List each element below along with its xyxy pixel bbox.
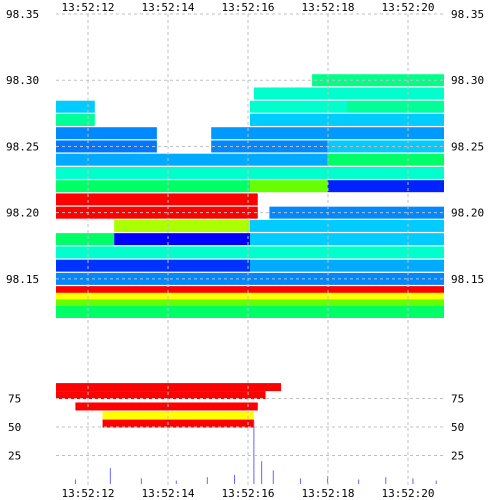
volume-band bbox=[56, 391, 266, 400]
x-tick-label-top: 13:52:20 bbox=[382, 1, 435, 14]
volume-spikes bbox=[74, 421, 437, 484]
heatmap-band bbox=[250, 113, 444, 126]
heatmap-bands bbox=[56, 74, 444, 318]
price-tick-label-left: 98.35 bbox=[6, 8, 39, 21]
volume-tick-label-right: 50 bbox=[451, 421, 464, 434]
heatmap-band bbox=[56, 100, 95, 113]
volume-band bbox=[102, 419, 254, 428]
x-tick-label-bottom: 13:52:16 bbox=[222, 487, 275, 500]
price-tick-label-left: 98.30 bbox=[6, 74, 39, 87]
tick-labels: 13:52:12 13:52:12 13:52:14 13:52:14 13:52:16… bbox=[6, 1, 484, 500]
grid-lines bbox=[56, 13, 444, 486]
volume-tick-label-right: 25 bbox=[451, 450, 464, 463]
heatmap-band bbox=[56, 193, 258, 206]
heatmap-band bbox=[56, 153, 328, 166]
heatmap-band bbox=[56, 259, 250, 272]
heatmap-band bbox=[250, 259, 444, 272]
x-tick-label-top: 13:52:12 bbox=[62, 1, 115, 14]
volume-tick-label-left: 25 bbox=[8, 450, 21, 463]
heatmap-band bbox=[312, 74, 444, 87]
price-tick-label-right: 98.35 bbox=[451, 8, 484, 21]
x-tick-label-bottom: 13:52:20 bbox=[382, 487, 435, 500]
volume-tick-label-right: 75 bbox=[451, 393, 464, 406]
heatmap-band bbox=[250, 219, 444, 232]
x-tick-label-bottom: 13:52:12 bbox=[62, 487, 115, 500]
heatmap-band bbox=[114, 219, 250, 232]
price-tick-label-left: 98.20 bbox=[6, 207, 39, 220]
heatmap-band bbox=[250, 180, 328, 193]
volume-tick-label-left: 75 bbox=[8, 393, 21, 406]
heatmap-band bbox=[56, 233, 115, 246]
volume-band bbox=[56, 383, 282, 392]
price-tick-label-left: 98.15 bbox=[6, 273, 39, 286]
volume-band bbox=[102, 411, 254, 420]
heatmap-band bbox=[250, 100, 347, 113]
price-tick-label-left: 98.25 bbox=[6, 140, 39, 153]
volume-bands bbox=[56, 383, 282, 428]
heatmap-band bbox=[211, 140, 328, 153]
heatmap-band bbox=[56, 180, 250, 193]
heatmap-band bbox=[56, 206, 258, 219]
x-tick-label-top: 13:52:14 bbox=[142, 1, 195, 14]
heatmap-band bbox=[56, 306, 444, 318]
x-tick-label-top: 13:52:18 bbox=[302, 1, 355, 14]
heatmap-band bbox=[253, 87, 444, 100]
heatmap-band bbox=[250, 233, 444, 246]
volume-tick-label-left: 50 bbox=[8, 421, 21, 434]
heatmap-band bbox=[56, 166, 444, 179]
x-tick-label-top: 13:52:16 bbox=[222, 1, 275, 14]
x-tick-label-bottom: 13:52:18 bbox=[302, 487, 355, 500]
heatmap-band bbox=[114, 233, 250, 246]
heatmap-band bbox=[347, 100, 444, 113]
heatmap-band bbox=[56, 127, 157, 140]
price-tick-label-right: 98.15 bbox=[451, 273, 484, 286]
price-tick-label-right: 98.30 bbox=[451, 74, 484, 87]
heatmap-band bbox=[327, 153, 444, 166]
heatmap-band bbox=[56, 246, 444, 259]
heatmap-band bbox=[56, 113, 95, 126]
price-tick-label-right: 98.20 bbox=[451, 207, 484, 220]
heatmap-band bbox=[211, 127, 444, 140]
heatmap-band bbox=[327, 140, 444, 153]
price-tick-label-right: 98.25 bbox=[451, 140, 484, 153]
volume-band bbox=[75, 402, 258, 411]
x-tick-label-bottom: 13:52:14 bbox=[142, 487, 195, 500]
heatmap-band bbox=[327, 180, 444, 193]
